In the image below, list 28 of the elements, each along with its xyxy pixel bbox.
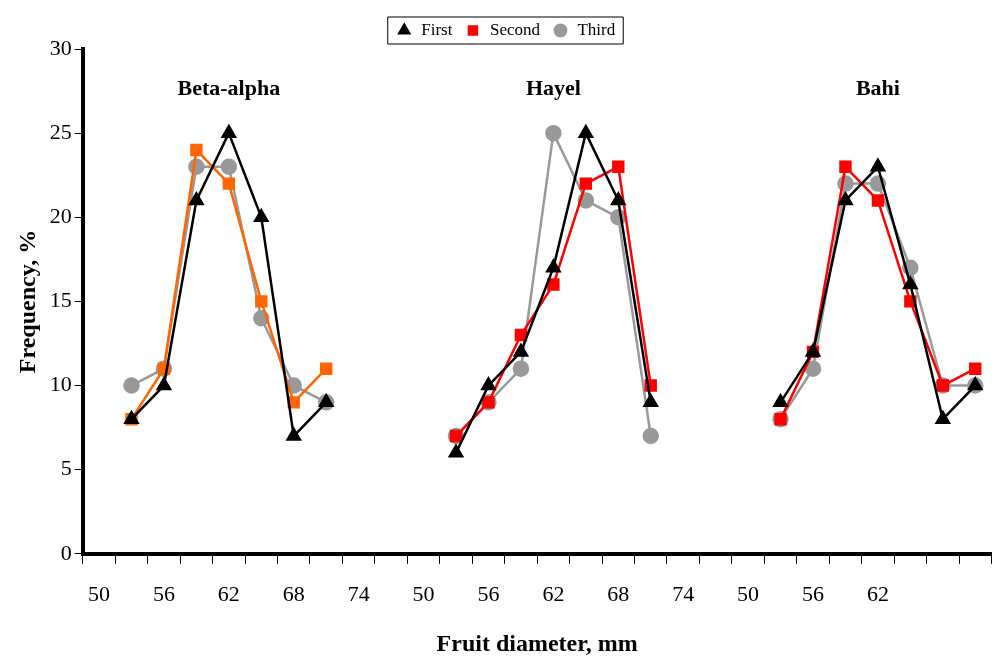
y-axis-title: Frequency, % — [13, 229, 40, 374]
legend-label: Third — [577, 19, 616, 39]
x-tick-label: 56 — [477, 580, 500, 606]
y-tick-label: 10 — [49, 371, 72, 397]
y-tick-label: 0 — [60, 539, 72, 565]
x-tick-label: 50 — [412, 580, 435, 606]
x-tick-label: 74 — [347, 580, 370, 606]
x-tick-label: 56 — [802, 580, 825, 606]
annotation: Beta-alpha — [177, 74, 281, 100]
x-tick-label: 50 — [88, 580, 111, 606]
x-tick-label: 68 — [282, 580, 305, 606]
annotation: Hayel — [525, 74, 581, 100]
annotation: Bahi — [855, 74, 900, 100]
x-tick-label: 50 — [737, 580, 760, 606]
y-tick-label: 30 — [49, 34, 72, 60]
y-tick-label: 20 — [49, 203, 72, 229]
x-axis-title: Fruit diameter, mm — [436, 629, 638, 656]
x-tick-label: 74 — [672, 580, 695, 606]
legend-label: Second — [489, 19, 541, 39]
y-tick-label: 25 — [49, 118, 72, 144]
x-tick-label: 62 — [542, 580, 565, 606]
x-tick-label: 68 — [607, 580, 630, 606]
x-tick-label: 62 — [866, 580, 889, 606]
legend-label: First — [421, 19, 453, 39]
y-tick-label: 5 — [60, 455, 72, 481]
x-tick-label: 56 — [152, 580, 175, 606]
y-tick-label: 15 — [49, 287, 72, 313]
x-tick-label: 62 — [217, 580, 240, 606]
